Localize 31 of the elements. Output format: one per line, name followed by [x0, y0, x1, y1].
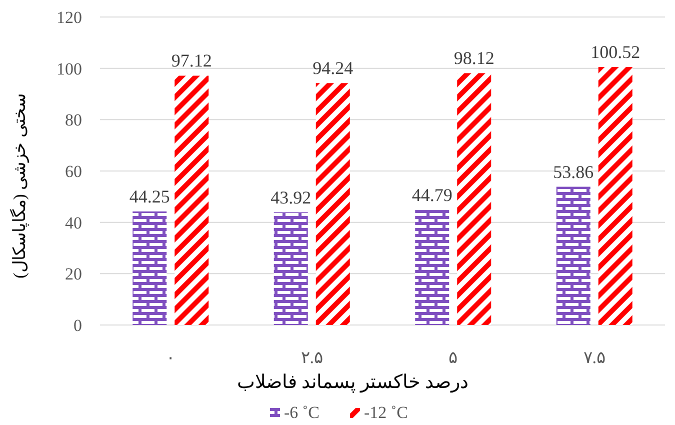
bar — [132, 211, 167, 325]
bar — [174, 76, 209, 325]
y-tick-label: 60 — [65, 162, 82, 181]
data-label: 44.25 — [129, 186, 170, 206]
data-label: 44.79 — [412, 185, 452, 206]
bar — [457, 73, 492, 325]
data-label: 53.86 — [553, 162, 594, 182]
data-label: 97.12 — [171, 50, 212, 71]
data-label: 100.52 — [590, 42, 640, 62]
data-label: 98.12 — [454, 48, 494, 68]
x-tick-label: ۲.۵ — [300, 348, 323, 367]
y-tick-label: 80 — [65, 110, 82, 130]
x-axis-title: درصد خاکستر پسماند فاضلاب — [236, 372, 468, 393]
bar — [598, 67, 632, 325]
x-tick-label: ۷.۵ — [583, 348, 606, 367]
bar — [316, 83, 350, 325]
legend-label: -12 ˚C — [364, 403, 408, 422]
y-tick-label: 20 — [65, 264, 82, 284]
data-label: 43.92 — [270, 187, 312, 208]
y-tick-label: 40 — [65, 213, 82, 232]
data-label: 94.24 — [312, 58, 354, 78]
x-tick-label: ۵ — [448, 348, 458, 367]
y-axis-title: سختی خزشی (مگاپاسکال) — [9, 94, 30, 278]
legend-label: -6 ˚C — [284, 403, 320, 422]
bar — [556, 186, 590, 325]
y-tick-label: 100 — [56, 59, 82, 78]
bar — [415, 210, 450, 325]
y-tick-label: 120 — [56, 8, 82, 27]
y-tick-label: 0 — [74, 316, 82, 335]
bar — [274, 212, 308, 325]
x-tick-label: ۰ — [166, 348, 176, 367]
